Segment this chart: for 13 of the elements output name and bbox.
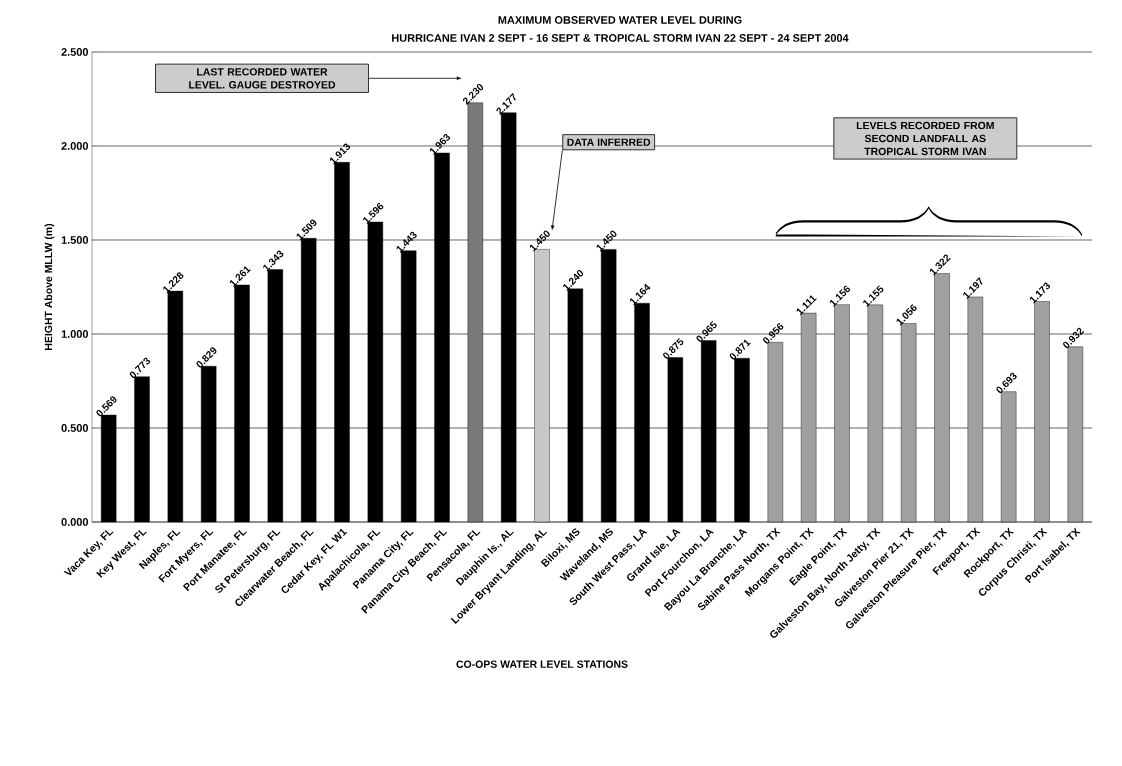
y-axis-title: HEIGHT Above MLLW (m) — [44, 223, 55, 350]
annotation: LEVELS RECORDED FROM SECOND LANDFALL AS TROPICAL STORM IVAN — [856, 121, 994, 156]
chart-title: MAXIMUM OBSERVED WATER LEVEL DURING — [498, 16, 742, 24]
y-tick-label: 1.000 — [61, 330, 89, 338]
y-tick-label: 2.000 — [61, 142, 89, 150]
y-tick-label: 1.500 — [61, 236, 89, 244]
y-tick-label: 0.500 — [61, 424, 89, 432]
y-tick-label: 2.500 — [61, 48, 89, 56]
x-axis-title: CO-OPS WATER LEVEL STATIONS — [456, 660, 628, 668]
annotation: LAST RECORDED WATER LEVEL. GAUGE DESTROYED — [189, 68, 336, 89]
chart-subtitle: HURRICANE IVAN 2 SEPT - 16 SEPT & TROPICAL STORM IVAN 22 SEPT - 24 SEPT 2004 — [392, 34, 849, 42]
annotation: DATA INFERRED — [567, 138, 651, 146]
y-tick-label: 0.000 — [61, 518, 89, 526]
